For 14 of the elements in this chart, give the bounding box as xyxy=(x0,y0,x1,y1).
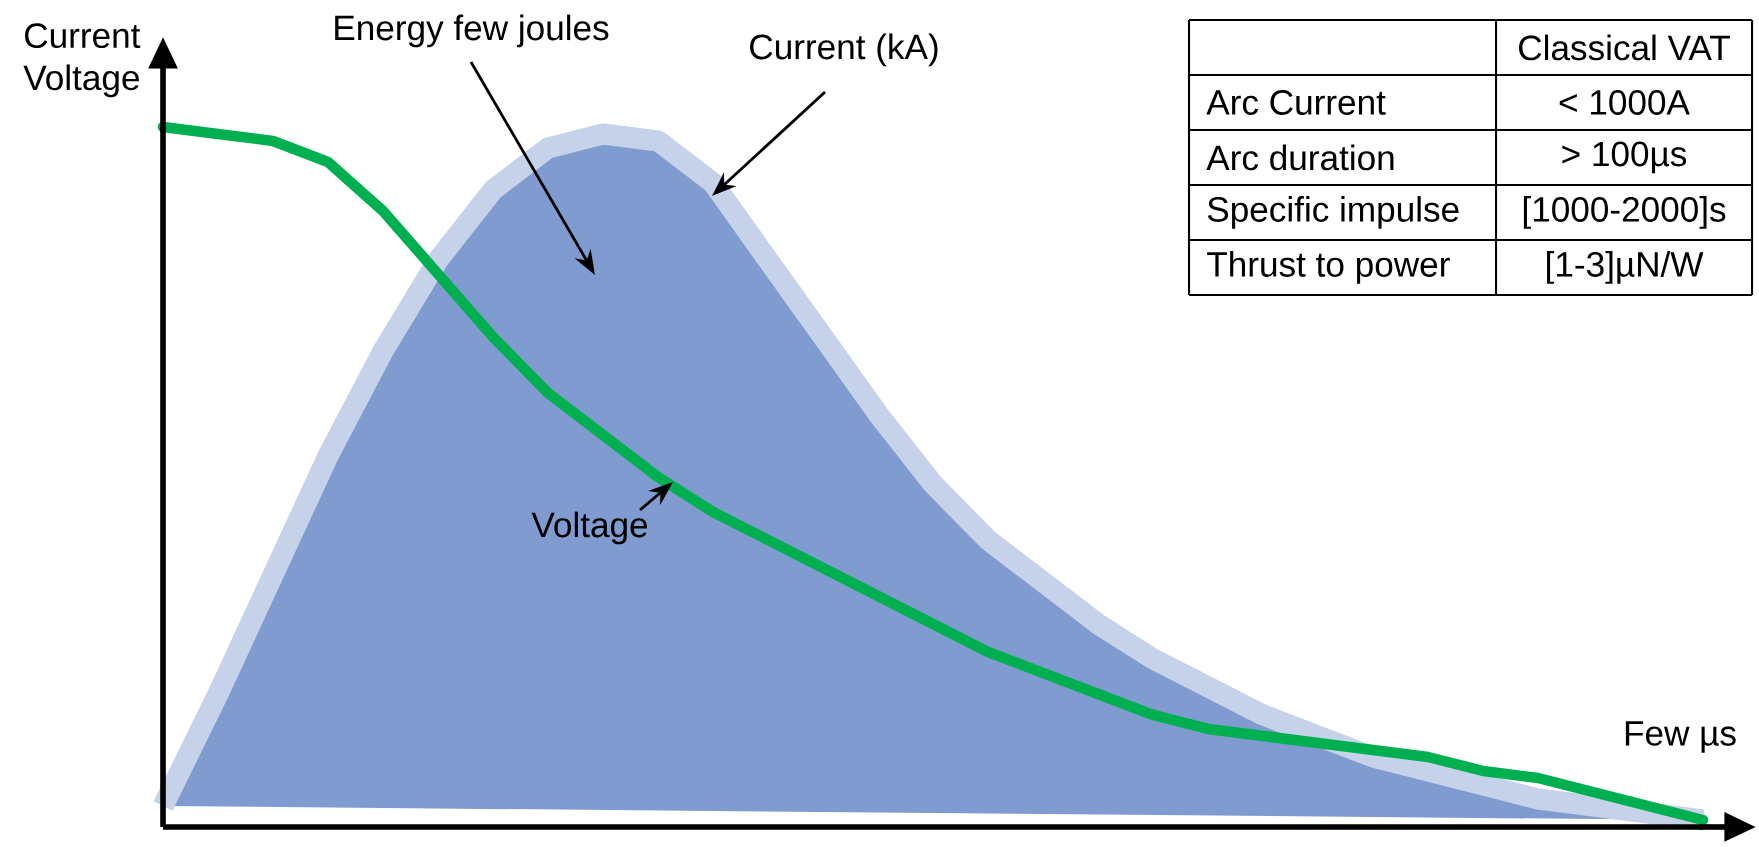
x-axis-title: Few µs xyxy=(1625,721,1736,753)
annotation: [1000-2000]s xyxy=(1523,196,1726,229)
annotation: Arc duration xyxy=(1206,144,1394,171)
annotation: > 100µs xyxy=(1562,141,1687,174)
annotation: Specific impulse xyxy=(1207,196,1459,229)
text: Arc Current xyxy=(1206,90,1386,115)
annotation: [1-3]µN/W xyxy=(1547,251,1704,284)
series-label: Voltage xyxy=(531,511,648,545)
annotation: Thrust to power xyxy=(1207,251,1450,284)
y-axis-title: Current Voltage xyxy=(23,23,141,98)
text: < 1000A xyxy=(1559,90,1690,115)
text: Energy few joules xyxy=(335,14,609,48)
text: Classical VAT xyxy=(1519,34,1730,61)
text: Current (kA) xyxy=(750,33,938,67)
